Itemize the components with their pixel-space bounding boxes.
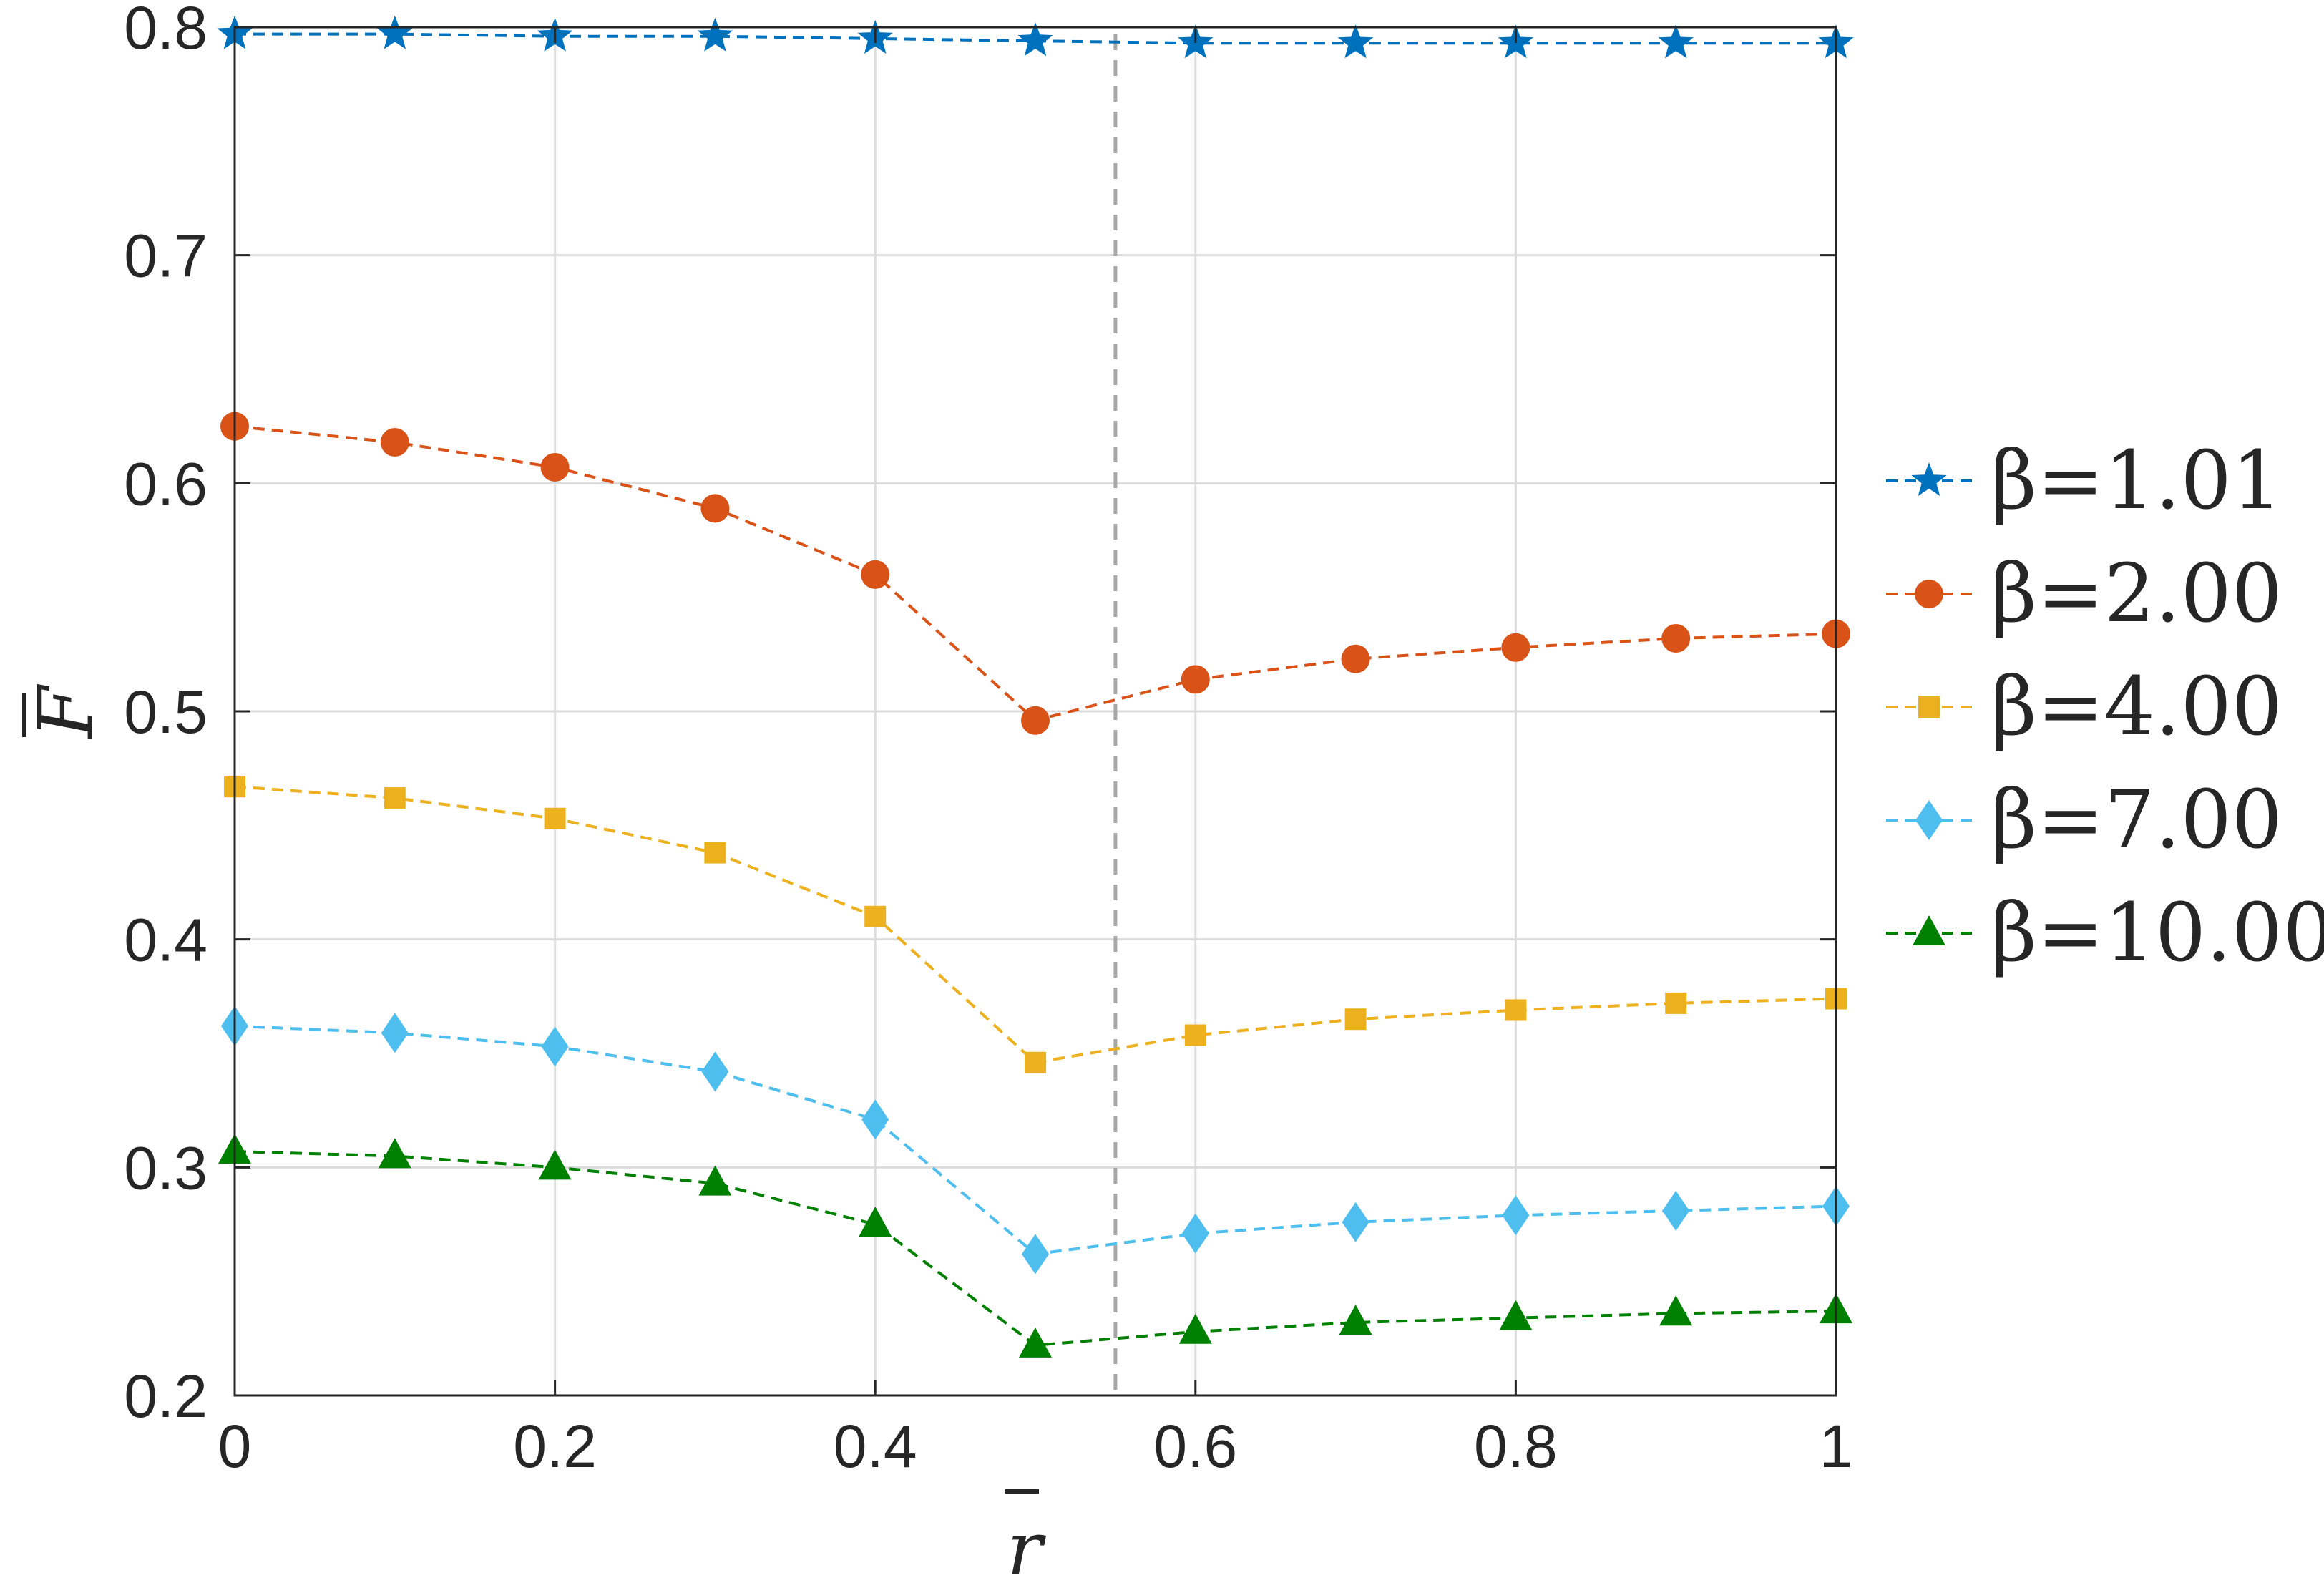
y-tick-label-3: 0.5: [124, 678, 208, 746]
series-4-point-6: [1178, 1313, 1212, 1344]
series-2-point-8: [1505, 999, 1527, 1021]
legend-label-2: β=4.00: [1991, 661, 2282, 754]
legend-label-1: β=2.00: [1991, 547, 2282, 640]
series-2-point-6: [1184, 1024, 1206, 1046]
x-tick-label-3: 0.6: [1153, 1413, 1237, 1480]
legend-label-4: β=10.00: [1991, 887, 2324, 980]
x-axis-label: r: [1005, 1489, 1046, 1592]
series-2-point-7: [1344, 1008, 1367, 1031]
x-axis-label-text: r: [1007, 1505, 1046, 1592]
series-3-point-7: [1342, 1202, 1370, 1242]
y-tick-label-2: 0.4: [124, 907, 208, 974]
series-4-point-5: [1019, 1327, 1052, 1358]
series-3-point-3: [701, 1051, 729, 1092]
series-1-point-6: [1181, 665, 1210, 694]
legend-marker-3: [1915, 800, 1943, 840]
series-line-2: [234, 785, 1837, 1064]
series-4-point-3: [698, 1165, 732, 1196]
y-axis-label-text: F: [22, 683, 109, 739]
series-0-point-9: [1658, 24, 1694, 59]
series-2-point-3: [704, 842, 726, 864]
series-3-point-1: [381, 1013, 409, 1053]
y-tick-label-4: 0.6: [124, 450, 208, 517]
series-4-point-9: [1659, 1295, 1693, 1326]
x-tick-label-5: 1: [1820, 1413, 1853, 1480]
series-4-point-2: [538, 1149, 572, 1180]
x-tick-label-1: 0.2: [513, 1413, 597, 1480]
legend: β=1.01 β=2.00 β=4.00 β=7.00 β=10.00: [1886, 434, 2324, 980]
series-4-point-1: [378, 1138, 411, 1169]
series-2-point-5: [1025, 1051, 1046, 1073]
series-1-point-1: [380, 427, 409, 457]
legend-label-3: β=7.00: [1991, 774, 2282, 867]
series-1-point-7: [1341, 644, 1370, 673]
series-2-point-1: [384, 787, 406, 809]
series-1-point-4: [861, 560, 890, 589]
series-1-point-5: [1021, 706, 1050, 735]
series-4-point-8: [1499, 1300, 1533, 1330]
x-tick-label-2: 0.4: [834, 1413, 917, 1480]
series-1-point-8: [1501, 633, 1530, 662]
legend-label-0: β=1.01: [1991, 434, 2282, 527]
y-axis-label: F: [22, 683, 109, 739]
x-tick-label-4: 0.8: [1474, 1413, 1558, 1480]
series-lines: [234, 32, 1837, 1347]
legend-marker-0: [1911, 462, 1947, 496]
legend-marker-4: [1913, 915, 1945, 945]
series-0-point-1: [377, 15, 413, 49]
series-3-point-8: [1502, 1195, 1530, 1236]
series-line-1: [234, 424, 1837, 722]
series-0-point-5: [1017, 22, 1053, 57]
series-2-point-4: [864, 905, 887, 927]
legend-marker-1: [1915, 580, 1943, 608]
series-2-point-9: [1665, 992, 1687, 1014]
series-3-point-2: [541, 1026, 569, 1067]
series-0-point-7: [1337, 24, 1374, 59]
series-2-point-2: [544, 807, 566, 829]
series-1-point-3: [700, 494, 730, 523]
series-4-point-4: [859, 1207, 892, 1237]
series-1-point-9: [1661, 624, 1691, 653]
y-tick-label-1: 0.3: [124, 1134, 208, 1202]
y-tick-label-5: 0.7: [124, 223, 208, 290]
series-3-point-4: [861, 1099, 889, 1140]
series-4-point-7: [1339, 1305, 1372, 1335]
series-3-point-5: [1022, 1234, 1049, 1275]
y-tick-label-6: 0.8: [124, 0, 208, 62]
series-0-point-3: [697, 17, 733, 52]
y-tick-label-0: 0.2: [124, 1363, 208, 1430]
series-1-point-2: [540, 453, 570, 482]
x-tick-label-0: 0: [218, 1413, 252, 1480]
series-markers: [217, 15, 1854, 1358]
axis-ticks: [233, 26, 1837, 1397]
legend-marker-2: [1918, 696, 1940, 718]
series-3-point-6: [1181, 1213, 1209, 1254]
series-3-point-9: [1662, 1190, 1690, 1231]
tick-labels: 0 0.2 0.4 0.6 0.8 10.20.30.40.50.60.70.8: [124, 0, 1852, 1480]
